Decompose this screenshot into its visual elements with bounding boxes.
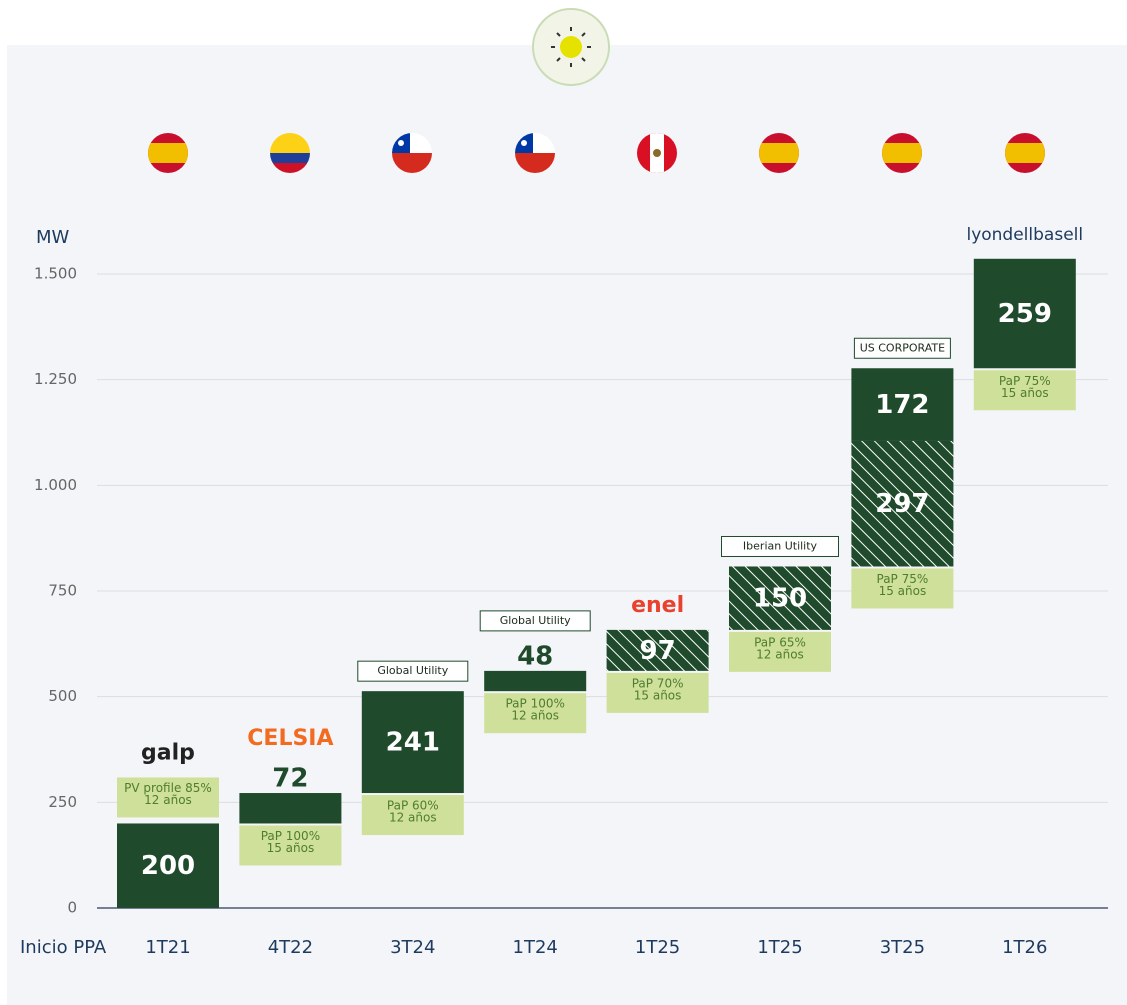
note-text: 12 años (756, 647, 804, 661)
note-text: 15 años (267, 841, 315, 855)
note-text: 12 años (511, 709, 559, 723)
note-text: PaP 70% (632, 676, 684, 690)
x-tick-label: 3T25 (880, 937, 925, 958)
bar-segment (973, 258, 1076, 369)
bar-segment (239, 793, 342, 824)
counterparty-box (721, 535, 839, 557)
note-text: 15 años (634, 688, 682, 702)
y-axis-label: MW (36, 227, 70, 248)
sun-icon (532, 8, 610, 86)
note-box (729, 631, 831, 672)
note-box (361, 795, 464, 836)
data-label: 48 (517, 641, 553, 671)
y-tick-label: 1.250 (34, 370, 77, 388)
note-box (851, 568, 954, 609)
data-label: 72 (272, 764, 308, 794)
x-tick-label: 1T25 (757, 937, 802, 958)
note-text: 12 años (144, 793, 192, 807)
data-label: 241 (386, 728, 440, 758)
counterparty-box (357, 660, 469, 682)
note-text: PaP 100% (261, 829, 320, 843)
counterparty-logo: CELSIA (247, 726, 333, 751)
note-text: PaP 100% (505, 697, 564, 711)
data-label: 259 (998, 299, 1052, 329)
counterparty-box (479, 610, 591, 632)
y-tick-label: 500 (48, 687, 77, 705)
note-box (973, 370, 1076, 411)
note-text: PaP 75% (877, 572, 929, 586)
note-box (606, 672, 709, 713)
data-label: 172 (875, 390, 929, 420)
note-text: PV profile 85% (124, 781, 212, 795)
note-text: 15 años (879, 584, 927, 598)
x-tick-label: 1T24 (513, 937, 558, 958)
counterparty: Global Utility (500, 614, 571, 627)
note-text: PaP 60% (387, 799, 439, 813)
y-tick-label: 1.500 (34, 265, 77, 283)
y-tick-label: 250 (48, 793, 77, 811)
note-box (484, 693, 587, 734)
y-tick-label: 750 (48, 582, 77, 600)
counterparty: US CORPORATE (860, 341, 945, 354)
counterparty-logo: galp (141, 740, 195, 765)
bar-segment (484, 670, 587, 692)
x-tick-label: 1T25 (635, 937, 680, 958)
note-text: 15 años (1001, 386, 1049, 400)
bar-segment (729, 566, 831, 630)
bar-segment (851, 440, 954, 567)
y-tick-label: 0 (67, 899, 77, 917)
y-tick-label: 1.000 (34, 476, 77, 494)
data-label: 150 (753, 584, 807, 614)
note-box (117, 777, 219, 818)
counterparty-logo: enel (631, 593, 684, 618)
bar-segment (361, 691, 464, 794)
note-text: PaP 65% (754, 635, 806, 649)
x-axis-label: Inicio PPA (20, 937, 107, 958)
counterparty-box (853, 337, 951, 359)
note-text: PaP 75% (999, 374, 1051, 388)
counterparty-logo: lyondellbasell (966, 225, 1083, 245)
data-label: 97 (640, 636, 676, 666)
x-tick-label: 1T21 (145, 937, 190, 958)
data-label: 297 (875, 489, 929, 519)
note-box (239, 825, 342, 866)
x-tick-label: 3T24 (390, 937, 435, 958)
counterparty: Iberian Utility (743, 539, 818, 552)
x-tick-label: 4T22 (268, 937, 313, 958)
note-text: 12 años (389, 811, 437, 825)
data-label: 200 (141, 851, 195, 881)
x-tick-label: 1T26 (1002, 937, 1047, 958)
bar-segment (851, 368, 954, 441)
bar-segment (117, 823, 219, 908)
bar-segment (606, 629, 709, 671)
counterparty: Global Utility (377, 664, 448, 677)
